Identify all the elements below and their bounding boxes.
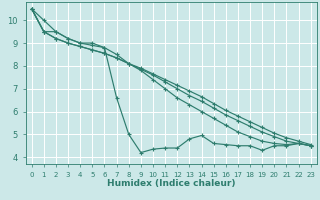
X-axis label: Humidex (Indice chaleur): Humidex (Indice chaleur) [107, 179, 236, 188]
